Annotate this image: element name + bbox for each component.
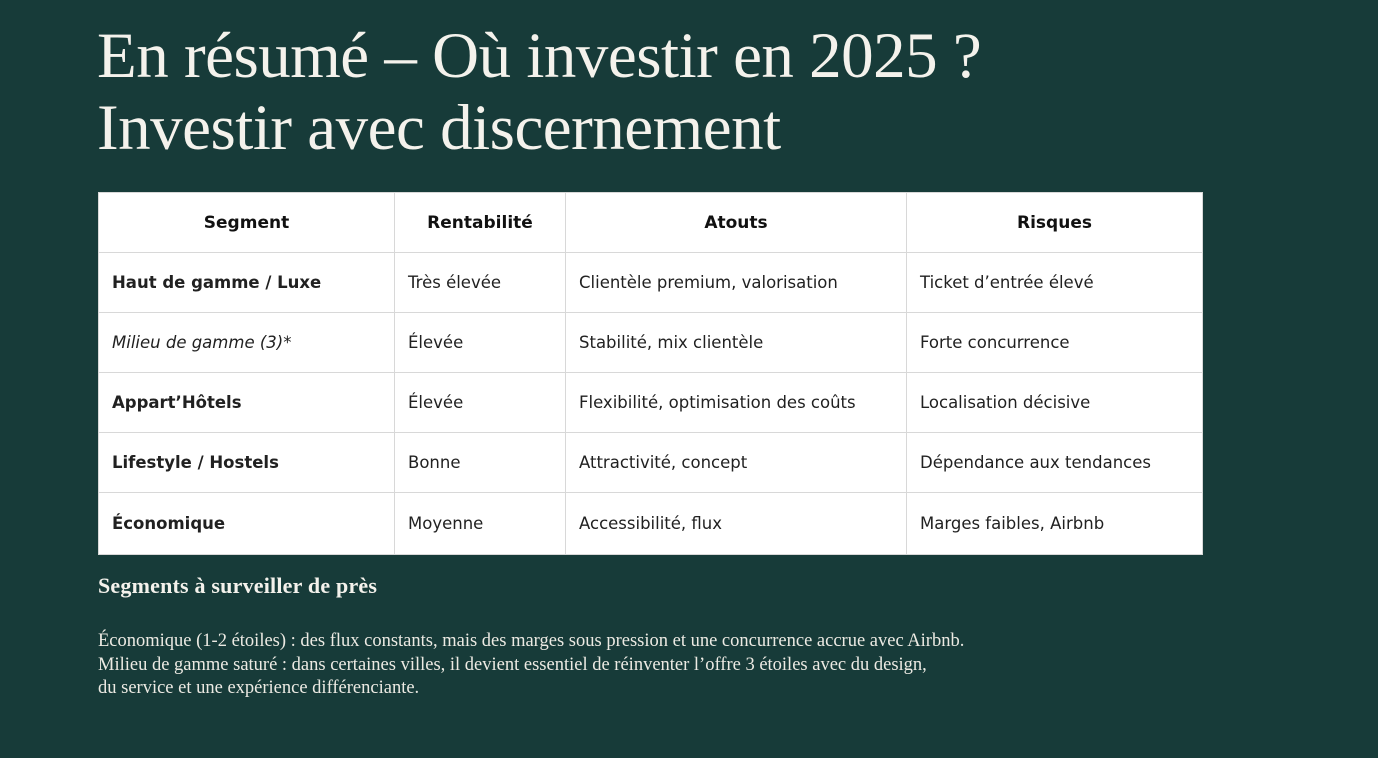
table-cell: Bonne (395, 433, 566, 493)
table-cell: Très élevée (395, 253, 566, 313)
slide-title-line-1: En résumé – Où investir en 2025 ? (97, 20, 982, 92)
table-cell: Haut de gamme / Luxe (99, 253, 395, 313)
notes-paragraph-line: Économique (1-2 étoiles) : des flux cons… (98, 631, 965, 651)
slide-title: En résumé – Où investir en 2025 ? Invest… (97, 20, 982, 164)
table-cell: Moyenne (395, 493, 566, 554)
column-header-segment: Segment (99, 193, 395, 253)
table-cell: Élevée (395, 373, 566, 433)
column-header-rentabilite: Rentabilité (395, 193, 566, 253)
column-header-risques: Risques (907, 193, 1202, 253)
table-cell: Flexibilité, optimisation des coûts (566, 373, 907, 433)
notes-paragraph-line: du service et une expérience différencia… (98, 678, 420, 698)
table-cell: Dépendance aux tendances (907, 433, 1202, 493)
column-header-atouts: Atouts (566, 193, 907, 253)
table-cell: Accessibilité, flux (566, 493, 907, 554)
table-cell: Marges faibles, Airbnb (920, 514, 1105, 533)
table-cell: Localisation décisive (907, 373, 1202, 433)
slide-title-line-2: Investir avec discernement (97, 92, 781, 164)
table-cell: Attractivité, concept (566, 433, 907, 493)
table-cell: Clientèle premium, valorisation (566, 253, 907, 313)
table-cell: Stabilité, mix clientèle (566, 313, 907, 373)
table-cell: Forte concurrence (907, 313, 1202, 373)
table-cell: Économique (99, 493, 395, 554)
segments-table: Segment Rentabilité Atouts Risques Haut … (98, 192, 1203, 555)
table-cell: Appart’Hôtels (99, 373, 395, 433)
table-cell: Élevée (395, 313, 566, 373)
notes-paragraph-line: Milieu de gamme saturé : dans certaines … (98, 654, 927, 675)
table-cell: Milieu de gamme (3)* (99, 313, 395, 373)
table-cell: Ticket d’entrée élevé (907, 253, 1202, 313)
notes-heading: Segments à surveiller de près (98, 573, 378, 598)
notes-paragraph: Économique (1-2 étoiles) : des flux cons… (98, 630, 964, 701)
table-cell: Lifestyle / Hostels (99, 433, 395, 493)
